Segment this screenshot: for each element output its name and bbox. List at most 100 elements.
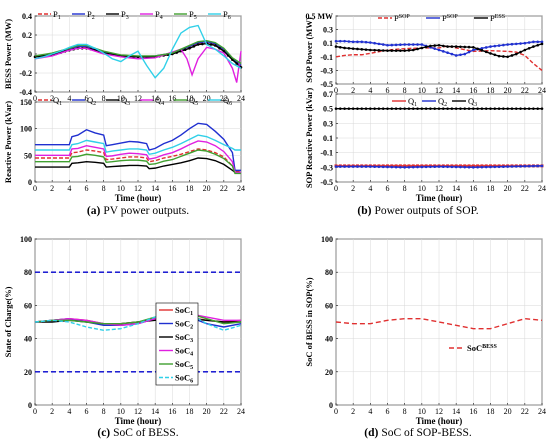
a-bottom-x-tick-label: 18 xyxy=(186,184,194,193)
b-bottom-series-marker xyxy=(394,165,398,169)
b-top-x-tick-label: 18 xyxy=(487,86,495,95)
b-bottom-series-marker xyxy=(411,165,415,169)
b-top-x-tick-label: 6 xyxy=(386,86,390,95)
b-top-series-marker xyxy=(532,40,535,44)
c-x-tick-label: 2 xyxy=(50,407,54,416)
b-bottom-series-marker xyxy=(407,164,411,168)
caption-c: (c) SoC of BESS. xyxy=(97,427,178,439)
b-bottom-y-tick-label: -0.5 xyxy=(320,178,333,187)
b-bottom-series-marker xyxy=(532,107,535,110)
a-top-series-marker xyxy=(183,48,187,52)
b-top-series-marker xyxy=(416,43,419,46)
c-x-tick-label: 14 xyxy=(151,407,159,416)
b-top-y-tick-label: 0.1 xyxy=(323,39,333,48)
b-top-x-tick-label: 8 xyxy=(403,86,407,95)
b-top-series-marker xyxy=(450,45,454,48)
b-bottom-series-marker xyxy=(433,165,437,168)
b-top-series-marker xyxy=(493,53,497,57)
d-series-line xyxy=(335,317,543,330)
b-bottom-x-tick-label: 10 xyxy=(418,184,426,193)
b-top-series-marker xyxy=(347,47,351,50)
a-bottom-y-tick-label: 50 xyxy=(24,151,32,160)
b-top-series-marker xyxy=(433,44,437,47)
b-bottom-series-marker xyxy=(390,107,394,110)
b-bottom-legend-label: Q3 xyxy=(468,96,477,108)
a-bottom-x-tick-label: 16 xyxy=(168,184,176,193)
b-bottom-series-marker xyxy=(523,164,527,168)
b-top-x-tick-label: 2 xyxy=(351,86,355,95)
c-x-tick-label: 12 xyxy=(134,407,142,416)
b-bottom-x-tick-label: 8 xyxy=(403,184,407,193)
a-bottom-x-tick-label: 14 xyxy=(151,184,159,193)
b-top-series-marker xyxy=(334,45,338,48)
b-top-series-marker xyxy=(527,41,531,44)
a-bottom-y-axis-label: Reactive Power (kVar) xyxy=(3,101,13,183)
c-legend-label: SoC4 xyxy=(175,346,193,358)
b-bottom-series-marker xyxy=(489,165,492,169)
a-top-x-tick-label: 22 xyxy=(220,94,228,103)
b-top-series-marker xyxy=(411,48,415,52)
c-x-tick-label: 10 xyxy=(117,407,125,416)
b-top-series-marker xyxy=(514,42,518,46)
b-bottom-series-marker xyxy=(527,107,531,110)
b-top-series-marker xyxy=(420,43,424,46)
b-top-y-tick-label: 0.3 xyxy=(323,26,333,35)
caption-c-letter: (c) xyxy=(97,427,110,439)
c-x-tick-label: 6 xyxy=(85,407,89,416)
b-bottom-x-tick-label: 24 xyxy=(538,184,546,193)
b-top-series-marker xyxy=(343,39,346,43)
caption-b-text: Power outputs of SOP. xyxy=(374,205,478,217)
a-bottom-x-tick-label: 2 xyxy=(50,184,54,193)
b-top-series-marker xyxy=(454,54,458,57)
b-top-legend-label: PSOP xyxy=(394,13,410,23)
b-bottom-series-marker xyxy=(424,165,428,169)
b-top-x-tick-label: 12 xyxy=(435,86,443,95)
d-x-tick-label: 4 xyxy=(368,407,372,416)
a-top-y-tick-label: 0.2 xyxy=(22,31,32,40)
b-top-series-marker xyxy=(510,42,514,46)
b-bottom-series-marker xyxy=(437,165,441,168)
a-top-legend-label: P1 xyxy=(53,9,61,21)
b-bottom-series-marker xyxy=(463,165,467,169)
b-top-series-marker xyxy=(424,45,428,49)
b-top-series-marker xyxy=(463,45,467,49)
a-bottom-series-line xyxy=(35,157,241,174)
a-top-series-marker xyxy=(196,43,200,46)
a-top-x-tick-label: 16 xyxy=(168,94,176,103)
c-legend-label: SoC2 xyxy=(175,319,193,331)
b-bottom-series-marker xyxy=(497,165,501,169)
b-bottom-legend-label: Q1 xyxy=(408,96,417,108)
caption-d-letter: (d) xyxy=(364,427,378,439)
b-bottom-series-marker xyxy=(351,165,355,168)
a-top-series-line xyxy=(34,41,242,67)
d-y-tick-label: 100 xyxy=(321,235,333,244)
b-top-series-marker xyxy=(351,47,355,50)
b-top-series-marker xyxy=(386,49,389,52)
b-bottom-series-marker xyxy=(463,107,467,110)
c-y-tick-label: 100 xyxy=(20,235,32,244)
a-top-series-marker xyxy=(218,47,221,50)
c-legend-label: SoC1 xyxy=(175,305,193,317)
d-x-tick-label: 24 xyxy=(538,407,546,416)
b-bottom-series-marker xyxy=(459,165,462,169)
b-bottom-series-marker xyxy=(489,107,492,110)
b-bottom-series-marker xyxy=(407,165,411,169)
b-bottom-x-tick-label: 4 xyxy=(368,184,372,193)
b-top-series-marker xyxy=(467,45,471,49)
caption-b-letter: (b) xyxy=(357,205,371,217)
b-top-series-marker xyxy=(502,43,505,47)
b-top-series-marker xyxy=(360,48,364,51)
b-top-series-marker xyxy=(454,45,458,48)
b-bottom-series-marker xyxy=(467,164,471,168)
b-top-series-marker xyxy=(527,47,531,50)
b-top-series-marker xyxy=(446,51,449,55)
b-top-series-marker xyxy=(446,45,449,48)
b-bottom-series-marker xyxy=(450,165,454,169)
b-bottom-series-marker xyxy=(403,107,406,110)
b-bottom-series-marker xyxy=(450,107,454,110)
b-bottom-series-marker xyxy=(364,107,368,110)
caption-d-text: SoC of SOP-BESS. xyxy=(381,427,472,439)
b-bottom-series-marker xyxy=(441,107,445,110)
